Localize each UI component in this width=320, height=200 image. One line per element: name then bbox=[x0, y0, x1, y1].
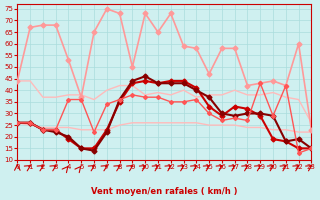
X-axis label: Vent moyen/en rafales ( km/h ): Vent moyen/en rafales ( km/h ) bbox=[91, 187, 238, 196]
